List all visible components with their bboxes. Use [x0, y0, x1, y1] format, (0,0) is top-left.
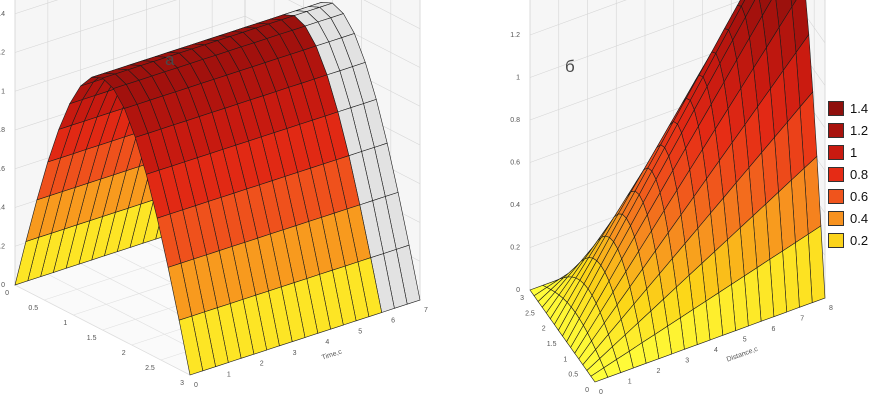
x-tick-label: 1	[628, 379, 632, 386]
x-tick-label: 2	[657, 368, 661, 375]
x-axis-title: Distance,c	[726, 346, 760, 364]
legend-label: 1	[850, 145, 858, 160]
z-tick-label: 0.4	[0, 205, 5, 212]
x-tick-label: 3	[685, 358, 689, 365]
z-tick-label: 1.4	[0, 11, 5, 18]
y-tick-label: 1.5	[87, 335, 97, 342]
legend-label: 0.6	[850, 189, 869, 204]
x-tick-label: 3	[293, 350, 297, 357]
plot-a-surface	[14, 1, 421, 376]
legend-item: 0.8	[828, 167, 878, 184]
legend-item: 0.4	[828, 211, 878, 228]
plot-b-surface	[529, 0, 826, 383]
x-tick-label: 1	[227, 371, 231, 378]
y-tick-label: 2.5	[145, 365, 155, 372]
legend-swatch	[828, 167, 844, 182]
x-tick-label: 0	[599, 389, 603, 396]
legend-swatch	[828, 211, 844, 226]
legend-swatch	[828, 145, 844, 160]
z-tick-label: 0.6	[0, 166, 5, 173]
y-tick-label: 3	[180, 380, 184, 387]
z-tick-label: 0.2	[510, 245, 520, 252]
z-tick-label: 0.4	[510, 202, 520, 209]
y-tick-label: 2	[542, 326, 546, 333]
z-tick-label: 0.8	[510, 117, 520, 124]
legend-label: 0.4	[850, 211, 869, 226]
z-tick-label: 0.8	[0, 127, 5, 134]
surface-cell	[590, 367, 609, 383]
surface-plot-a: 1.61.41.210.80.60.40.2000.511.522.530123…	[0, 0, 428, 389]
legend-swatch	[828, 123, 844, 138]
legend-label: 0.8	[850, 167, 869, 182]
legend-item: 0.2	[828, 233, 878, 250]
x-axis-title: Time,c	[321, 348, 343, 361]
legend-item: 1.2	[828, 123, 878, 140]
z-tick-label: 1.2	[0, 50, 5, 57]
x-tick-label: 0	[194, 382, 198, 389]
x-tick-label: 7	[800, 316, 804, 323]
y-tick-label: 2	[122, 350, 126, 357]
legend-label: 1.4	[850, 101, 869, 116]
x-tick-label: 4	[325, 339, 329, 346]
x-tick-label: 2	[260, 361, 264, 368]
y-tick-label: 0.5	[568, 372, 578, 379]
x-tick-label: 6	[772, 326, 776, 333]
y-tick-label: 1	[63, 320, 67, 327]
x-tick-label: 7	[424, 307, 428, 314]
z-tick-label: 0.6	[510, 160, 520, 167]
legend-item: 0.6	[828, 189, 878, 206]
plot-b-panel-label: б	[565, 57, 575, 76]
legend-swatch	[828, 233, 844, 248]
z-tick-label: 0	[1, 282, 5, 289]
x-tick-label: 5	[743, 337, 747, 344]
legend-label: 1.2	[850, 123, 869, 138]
z-tick-label: 1.2	[510, 32, 520, 39]
legend-item: 1	[828, 145, 878, 162]
y-tick-label: 3	[520, 295, 524, 302]
surface-cell	[178, 315, 204, 376]
z-tick-label: 1	[516, 75, 520, 82]
z-tick-label: 0.2	[0, 243, 5, 250]
y-tick-label: 0.5	[28, 305, 38, 312]
y-tick-label: 0	[585, 387, 589, 394]
x-tick-label: 6	[391, 318, 395, 325]
x-tick-label: 5	[358, 328, 362, 335]
y-tick-label: 2.5	[525, 310, 535, 317]
y-tick-label: 0	[5, 290, 9, 297]
y-tick-label: 1	[563, 356, 567, 363]
legend-item: 1.4	[828, 101, 878, 118]
legend-swatch	[828, 101, 844, 116]
z-tick-label: 0	[516, 287, 520, 294]
surface-plot-b: 1.61.41.210.80.60.40.2032.521.510.500123…	[510, 0, 833, 396]
y-tick-label: 1.5	[547, 341, 557, 348]
z-tick-label: 1	[1, 88, 5, 95]
x-tick-label: 8	[829, 305, 833, 312]
x-tick-label: 4	[714, 347, 718, 354]
color-legend: 1.4 1.2 1 0.8 0.6 0.4 0.2	[828, 101, 878, 261]
legend-label: 0.2	[850, 233, 869, 248]
legend-swatch	[828, 189, 844, 204]
plot-a-panel-label: а	[165, 50, 175, 69]
